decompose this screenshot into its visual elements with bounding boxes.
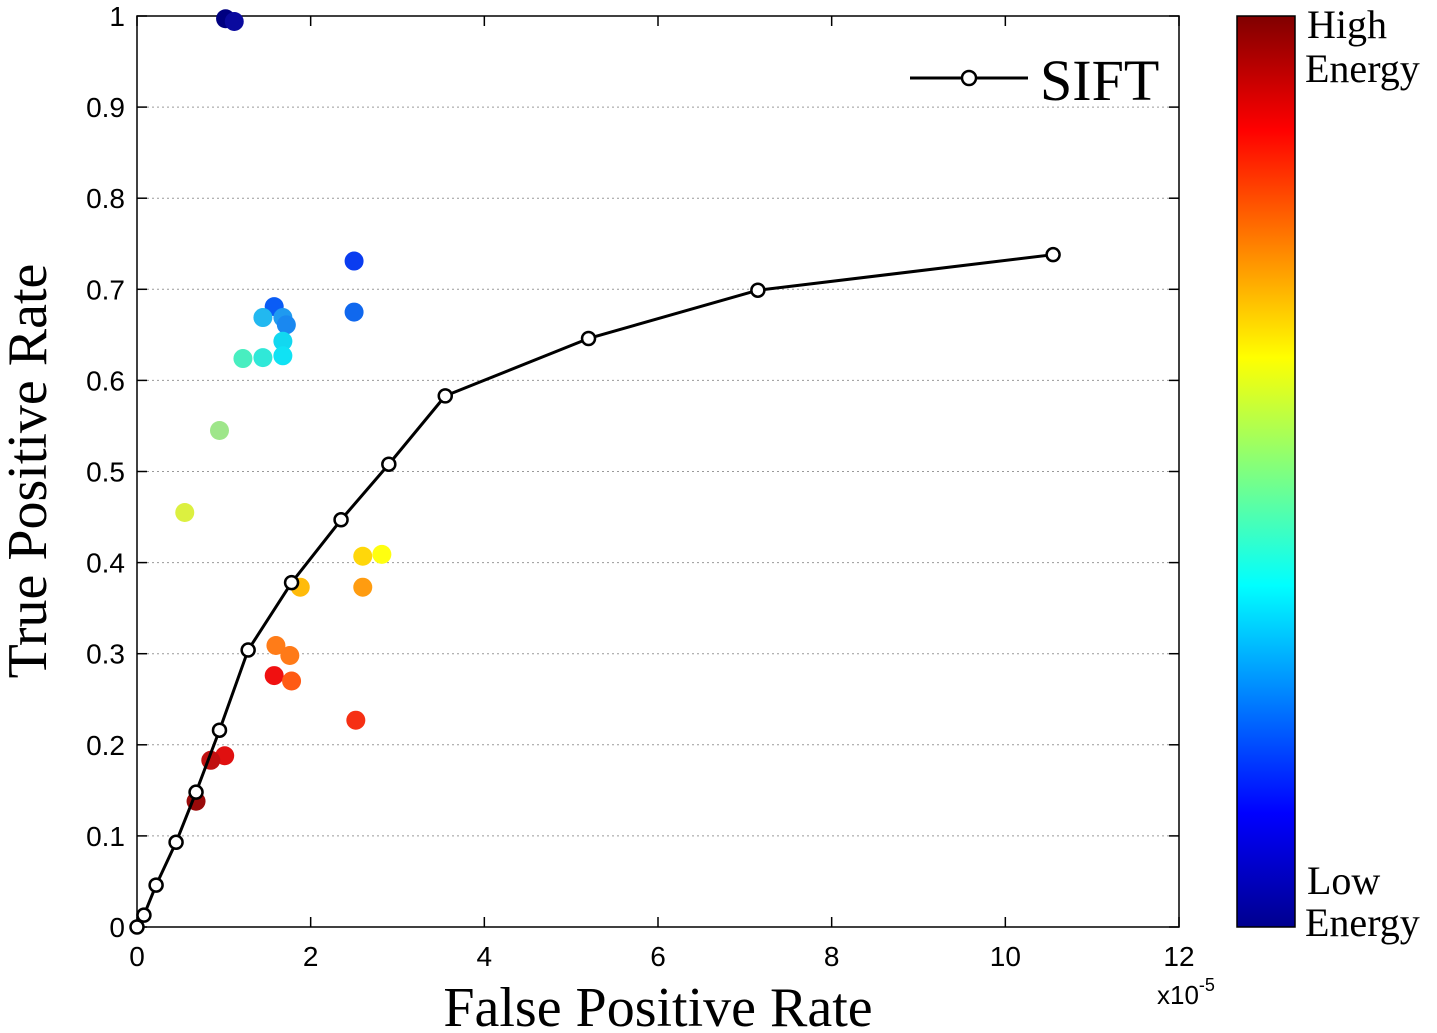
scatter-point — [264, 666, 284, 686]
gridlines — [137, 106, 1179, 837]
x-tick-label: 6 — [650, 941, 666, 972]
sift-marker — [148, 877, 164, 893]
sift-line-series — [129, 246, 1061, 935]
legend-marker-sample — [960, 69, 978, 87]
y-tick-label: 1 — [109, 1, 125, 32]
y-tick-label: 0.1 — [86, 821, 125, 852]
x-exponent-base: x10 — [1157, 980, 1199, 1010]
colorbar-low-label-line2: Energy — [1305, 900, 1420, 945]
y-tick-label: 0 — [109, 912, 125, 943]
x-tick-label: 0 — [129, 941, 145, 972]
y-axis-title: True Positive Rate — [0, 264, 59, 679]
scatter-point — [276, 315, 296, 335]
y-tick-label: 0.8 — [86, 183, 125, 214]
y-tick-label: 0.3 — [86, 639, 125, 670]
x-tick-label: 10 — [990, 941, 1021, 972]
colorbar-high-label-line2: Energy — [1305, 46, 1420, 91]
colorbar: High Energy Low Energy — [1236, 2, 1420, 945]
sift-marker — [580, 330, 597, 347]
sift-marker — [240, 642, 256, 658]
sift-marker — [750, 282, 766, 298]
sift-marker — [168, 834, 184, 851]
y-tick-label: 0.6 — [86, 365, 125, 396]
sift-marker — [136, 907, 152, 923]
sift-marker — [188, 784, 204, 800]
colorbar-high-label-line1: High — [1307, 2, 1387, 47]
scatter-point — [344, 251, 364, 271]
sift-marker — [1045, 246, 1061, 263]
scatter-point — [209, 421, 229, 441]
x-exponent-label: x10-5 — [1157, 975, 1215, 1010]
colorbar-low-label-line1: Low — [1307, 858, 1380, 903]
scatter-point — [273, 346, 293, 366]
scatter-point — [353, 546, 373, 566]
y-tick-label: 0.4 — [86, 548, 125, 579]
colorbar-gradient — [1236, 15, 1296, 928]
sift-marker — [129, 919, 145, 935]
x-tick-label: 12 — [1163, 941, 1194, 972]
sift-line — [135, 253, 1054, 928]
y-tick-labels: 0 0.1 0.2 0.3 0.4 0.5 0.6 0.7 0.8 0.9 1 — [86, 1, 125, 943]
legend: SIFT — [910, 48, 1159, 113]
scatter-point — [224, 11, 244, 31]
scatter-point — [175, 502, 195, 522]
sift-marker — [437, 388, 454, 404]
scatter-series — [175, 9, 392, 811]
scatter-point — [266, 636, 286, 656]
y-tick-label: 0.7 — [86, 274, 125, 305]
sift-marker — [333, 512, 349, 528]
scatter-point — [346, 710, 366, 730]
axis-ticks — [136, 15, 1180, 928]
scatter-point — [282, 671, 302, 691]
scatter-point — [253, 348, 273, 368]
x-tick-label: 2 — [303, 941, 319, 972]
sift-marker — [211, 722, 228, 738]
sift-marker — [381, 456, 397, 472]
scatter-point — [253, 308, 273, 328]
sift-marker — [283, 574, 300, 591]
scatter-point — [273, 331, 293, 351]
scatter-point — [353, 577, 373, 597]
y-tick-label: 0.5 — [86, 457, 125, 488]
scatter-point — [372, 544, 392, 564]
scatter-point — [280, 646, 300, 666]
y-tick-label: 0.2 — [86, 730, 125, 761]
legend-label-sift: SIFT — [1040, 48, 1159, 113]
x-exponent-power: -5 — [1199, 975, 1215, 995]
x-tick-labels: 0 2 4 6 8 10 12 — [129, 941, 1194, 972]
y-tick-label: 0.9 — [86, 92, 125, 123]
scatter-point — [344, 302, 364, 322]
x-tick-label: 8 — [824, 941, 840, 972]
x-axis-title: False Positive Rate — [443, 977, 872, 1033]
x-tick-label: 4 — [477, 941, 493, 972]
scatter-point — [233, 349, 253, 369]
